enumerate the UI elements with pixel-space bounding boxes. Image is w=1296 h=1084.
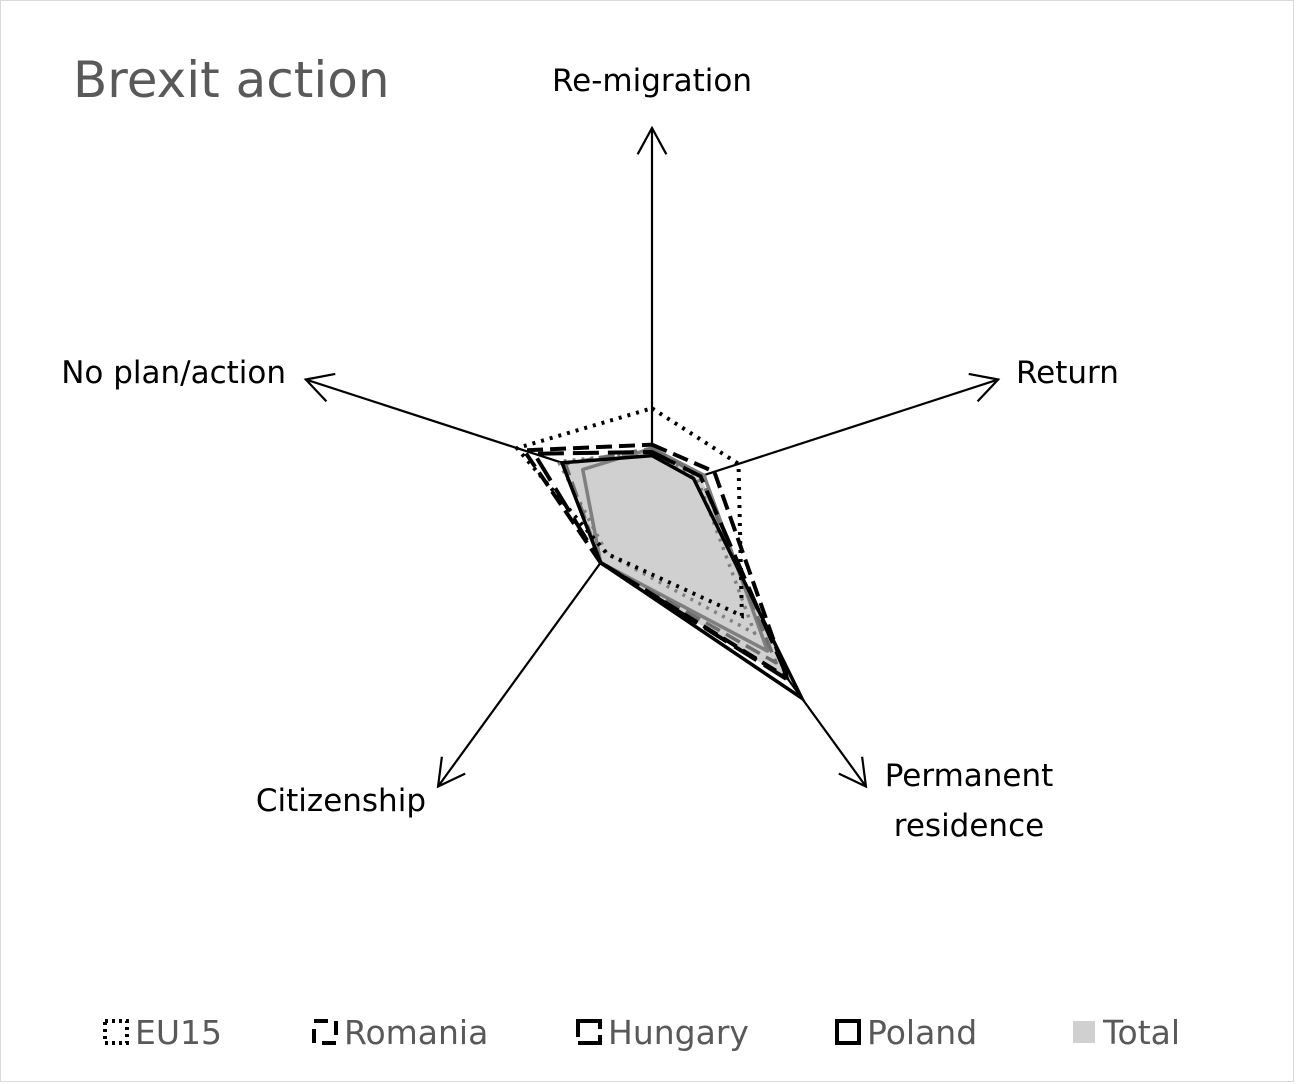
series-poland-line	[559, 453, 807, 704]
legend-swatch-poland	[835, 1019, 861, 1045]
axis-arrow-return	[968, 372, 1001, 403]
series-gray-line-1	[556, 450, 757, 636]
axis-arrow-permanent-residence	[838, 756, 868, 789]
series-hungary-line	[530, 449, 794, 686]
legend-swatch-total	[1073, 1021, 1095, 1043]
axis-line-return	[651, 378, 999, 494]
series-layer	[513, 406, 807, 704]
chart-title: Brexit action	[73, 51, 390, 109]
axis-label-citizenship: Citizenship	[256, 783, 426, 819]
legend-item-hungary: Hungary	[576, 1013, 749, 1052]
legend-label-romania: Romania	[344, 1013, 488, 1052]
axis-label-re-migration: Re-migration	[552, 63, 752, 99]
legend-item-poland: Poland	[835, 1013, 977, 1052]
series-gray-line-2	[581, 446, 770, 653]
axis-label-return: Return	[1016, 355, 1119, 391]
legend-item-eu15: EU15	[103, 1013, 222, 1052]
legend-label-total: Total	[1102, 1013, 1180, 1052]
axis-arrow-no-plan-action	[303, 372, 336, 403]
legend: EU15 Romania Hungary Poland Total	[103, 1013, 1180, 1052]
axis-labels: Re-migration Return Permanent residence Citi…	[61, 63, 1119, 844]
axis-arrow-citizenship	[436, 756, 466, 789]
legend-item-romania: Romania	[312, 1013, 488, 1052]
legend-swatch-eu15	[103, 1019, 129, 1045]
legend-label-poland: Poland	[867, 1013, 977, 1052]
axis-label-permanent-residence: Permanent residence	[885, 758, 1054, 844]
series-total-area	[561, 451, 789, 681]
legend-label-eu15: EU15	[135, 1013, 222, 1052]
legend-label-hungary: Hungary	[608, 1013, 749, 1052]
legend-swatch-hungary	[576, 1019, 602, 1045]
legend-swatch-romania	[312, 1019, 338, 1045]
axis-arrow-re-migration	[636, 125, 668, 155]
axis-label-no-plan-action: No plan/action	[61, 355, 286, 391]
legend-item-total: Total	[1073, 1013, 1180, 1052]
